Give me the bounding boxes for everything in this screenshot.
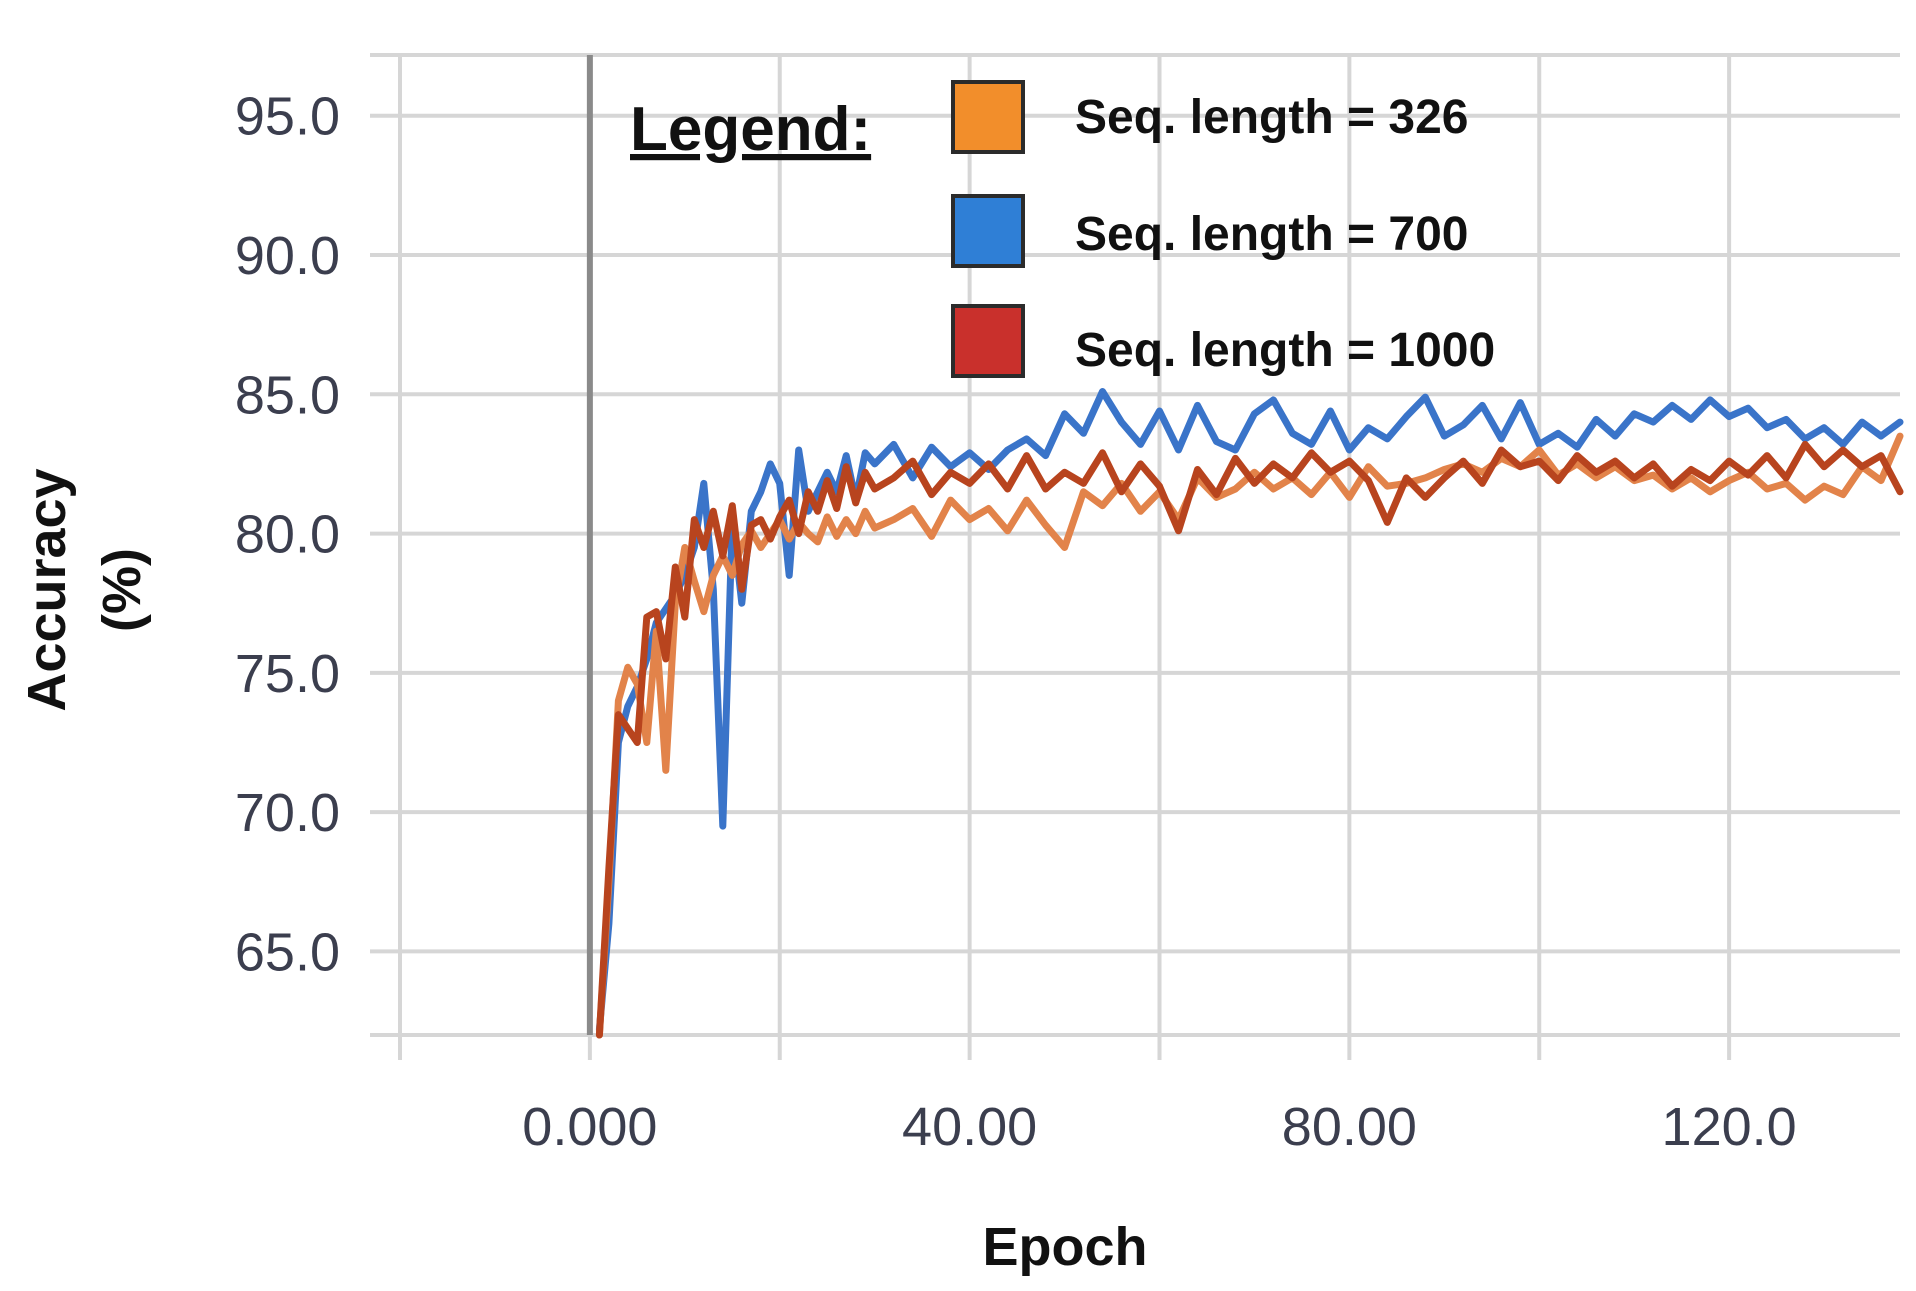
grid-layer <box>370 53 1900 1060</box>
x-tick-label: 120.0 <box>1662 1097 1797 1157</box>
x-tick-label: 40.00 <box>902 1097 1037 1157</box>
x-axis-title: Epoch <box>982 1217 1147 1277</box>
legend: Legend: Seq. length = 326 Seq. length = … <box>630 80 1495 378</box>
series-line-3 <box>595 440 1904 1039</box>
legend-label-326: Seq. length = 326 <box>1075 91 1468 144</box>
x-tick-label: 80.00 <box>1282 1097 1417 1157</box>
legend-swatch-700 <box>951 194 1025 268</box>
series-layer <box>595 388 1904 1039</box>
legend-label-1000: Seq. length = 1000 <box>1075 324 1495 377</box>
tick-layer: 65.0 70.0 75.0 80.0 85.0 90.0 95.0 0.000 40.00 80… <box>235 87 1797 1157</box>
y-tick-label: 95.0 <box>235 87 340 147</box>
legend-swatch-1000 <box>951 304 1025 378</box>
y-tick-label: 65.0 <box>235 922 340 982</box>
legend-title: Legend: <box>630 95 871 164</box>
y-tick-label: 70.0 <box>235 783 340 843</box>
y-tick-label: 90.0 <box>235 226 340 286</box>
legend-swatch-326 <box>951 80 1025 154</box>
y-axis-title: Accuracy <box>17 468 77 711</box>
y-tick-label: 75.0 <box>235 644 340 704</box>
y-tick-label: 80.0 <box>235 505 340 565</box>
y-tick-label: 85.0 <box>235 365 340 425</box>
y-axis-title-group: Accuracy (%) <box>17 468 152 711</box>
y-axis-unit: (%) <box>92 548 152 632</box>
x-tick-label: 0.000 <box>522 1097 657 1157</box>
legend-label-700: Seq. length = 700 <box>1075 208 1468 261</box>
